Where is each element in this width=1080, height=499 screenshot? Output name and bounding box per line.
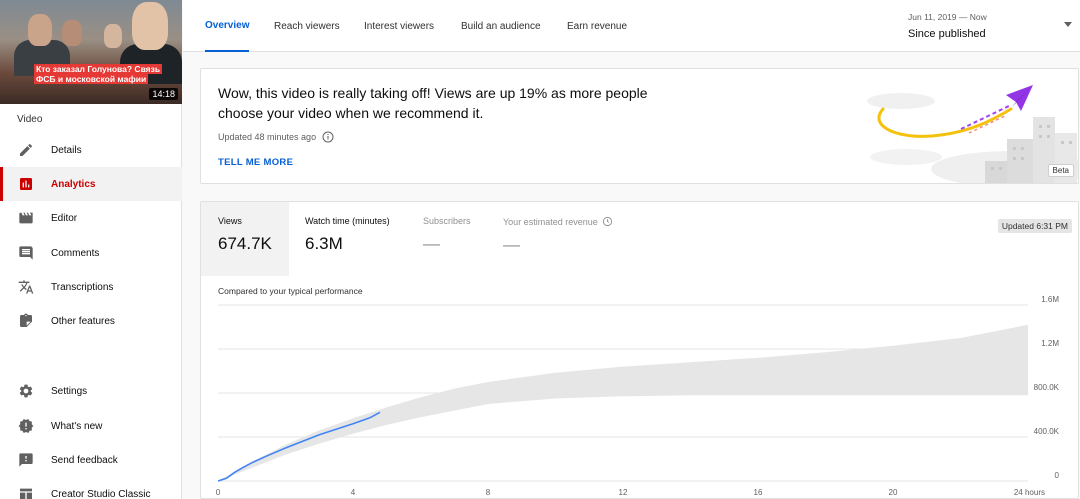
y-tick-label: 400.0K: [1034, 427, 1060, 436]
sidebar-item-label: Editor: [51, 212, 78, 224]
date-range-picker[interactable]: Jun 11, 2019 — Now Since published: [908, 12, 1078, 40]
badge-icon: [18, 419, 34, 433]
sidebar-item-transcriptions[interactable]: Transcriptions: [0, 270, 182, 304]
sidebar-item-analytics[interactable]: Analytics: [0, 167, 182, 201]
other-features-icon: [20, 313, 32, 327]
metric-tab-watch-time[interactable]: Watch time (minutes) 6.3M: [288, 202, 406, 276]
date-range-label: Since published: [908, 28, 986, 40]
video-thumbnail[interactable]: Кто заказал Голунова? Связь ФСБ и москов…: [0, 0, 182, 104]
x-tick-label: 0: [216, 488, 221, 497]
sidebar-item-send-feedback[interactable]: Send feedback: [0, 443, 182, 477]
sidebar-item-creator-studio-classic[interactable]: Creator Studio Classic: [0, 477, 182, 499]
tab-build-an-audience[interactable]: Build an audience: [461, 20, 541, 32]
classic-icon: [20, 488, 32, 499]
compared-label: Compared to your typical performance: [218, 286, 363, 296]
metric-label: Watch time (minutes): [305, 216, 390, 226]
rocket-illustration: [867, 85, 1078, 183]
y-tick-label: 1.6M: [1041, 295, 1059, 304]
updated-badge: Updated 6:31 PM: [997, 219, 1072, 233]
insight-updated: Updated 48 minutes ago: [218, 131, 334, 143]
translate-icon: [18, 280, 34, 294]
y-tick-label: 0: [1055, 471, 1060, 480]
analytics-icon: [20, 178, 32, 190]
tell-me-more-link[interactable]: TELL ME MORE: [218, 157, 294, 168]
y-tick-label: 800.0K: [1034, 383, 1060, 392]
metric-value: —: [423, 234, 440, 253]
clock-icon: [602, 216, 612, 227]
sidebar: Кто заказал Голунова? Связь ФСБ и москов…: [0, 0, 182, 499]
tab-reach-viewers[interactable]: Reach viewers: [274, 20, 340, 32]
metric-value: 674.7K: [218, 234, 272, 253]
comment-icon: [19, 246, 33, 260]
x-tick-label: 20: [889, 488, 898, 497]
video-duration: 14:18: [149, 88, 178, 100]
metric-label: Subscribers: [423, 216, 471, 226]
tab-earn-revenue[interactable]: Earn revenue: [567, 20, 628, 32]
sidebar-item-details[interactable]: Details: [0, 133, 182, 167]
tab-interest-viewers[interactable]: Interest viewers: [364, 20, 435, 32]
x-tick-label: 4: [351, 488, 356, 497]
metric-tab-views[interactable]: Views 674.7K: [201, 202, 289, 276]
x-tick-label: 24 hours: [1014, 488, 1045, 497]
sidebar-item-label: Details: [51, 144, 82, 156]
metrics-card: Views 674.7K Watch time (minutes) 6.3M S…: [200, 201, 1079, 499]
insight-updated-text: Updated 48 minutes ago: [218, 132, 317, 142]
sidebar-item-label: Comments: [51, 247, 100, 259]
thumbnail-face: [28, 14, 52, 46]
y-tick-label: 1.2M: [1041, 339, 1059, 348]
metric-label-text: Your estimated revenue: [503, 216, 598, 227]
metric-label: Views: [218, 216, 242, 226]
sidebar-item-settings[interactable]: Settings: [0, 374, 182, 408]
pencil-icon: [20, 143, 32, 156]
insight-message: Wow, this video is really taking off! Vi…: [218, 85, 648, 121]
info-icon[interactable]: [322, 131, 334, 143]
sidebar-item-label: Settings: [51, 385, 88, 397]
x-tick-label: 8: [486, 488, 491, 497]
sidebar-item-whats-new[interactable]: What's new: [0, 409, 182, 443]
x-tick-label: 12: [619, 488, 628, 497]
tab-overview[interactable]: Overview: [205, 0, 250, 52]
thumbnail-caption: Кто заказал Голунова? Связь ФСБ и москов…: [34, 64, 163, 84]
clapperboard-icon: [19, 212, 33, 224]
sidebar-item-label: Other features: [51, 315, 115, 327]
sidebar-item-editor[interactable]: Editor: [0, 201, 182, 235]
dropdown-caret-icon: [1064, 22, 1072, 27]
sidebar-item-label: Analytics: [51, 178, 96, 190]
metric-tab-subscribers[interactable]: Subscribers —: [406, 202, 486, 276]
thumbnail-face: [132, 2, 168, 50]
feedback-icon: [19, 453, 33, 467]
tab-bar: Overview Reach viewers Interest viewers …: [183, 0, 1080, 52]
thumbnail-face: [104, 24, 122, 48]
sidebar-section-label: Video: [17, 114, 43, 125]
thumbnail-face: [62, 20, 82, 46]
views-chart: 0 400.0K 800.0K 1.2M 1.6M 0 4 8 12 16 20 24 hours: [216, 295, 1060, 497]
x-tick-label: 16: [754, 488, 763, 497]
metric-value: 6.3M: [305, 234, 343, 253]
gear-icon: [19, 384, 33, 398]
typical-performance-band: [218, 324, 1028, 481]
beta-badge: Beta: [1047, 164, 1074, 177]
sidebar-item-comments[interactable]: Comments: [0, 236, 182, 270]
metric-tab-estimated-revenue[interactable]: Your estimated revenue —: [486, 202, 626, 276]
metric-label: Your estimated revenue: [503, 216, 626, 227]
views-line: [217, 411, 381, 482]
sidebar-item-label: Transcriptions: [51, 281, 114, 293]
sidebar-item-other-features[interactable]: Other features: [0, 304, 182, 338]
date-range-dates: Jun 11, 2019 — Now: [908, 12, 987, 22]
sidebar-item-label: What's new: [51, 420, 103, 432]
metric-value: —: [503, 235, 520, 254]
insight-card: Wow, this video is really taking off! Vi…: [200, 68, 1079, 184]
sidebar-item-label: Send feedback: [51, 454, 118, 466]
sidebar-item-label: Creator Studio Classic: [51, 488, 151, 499]
